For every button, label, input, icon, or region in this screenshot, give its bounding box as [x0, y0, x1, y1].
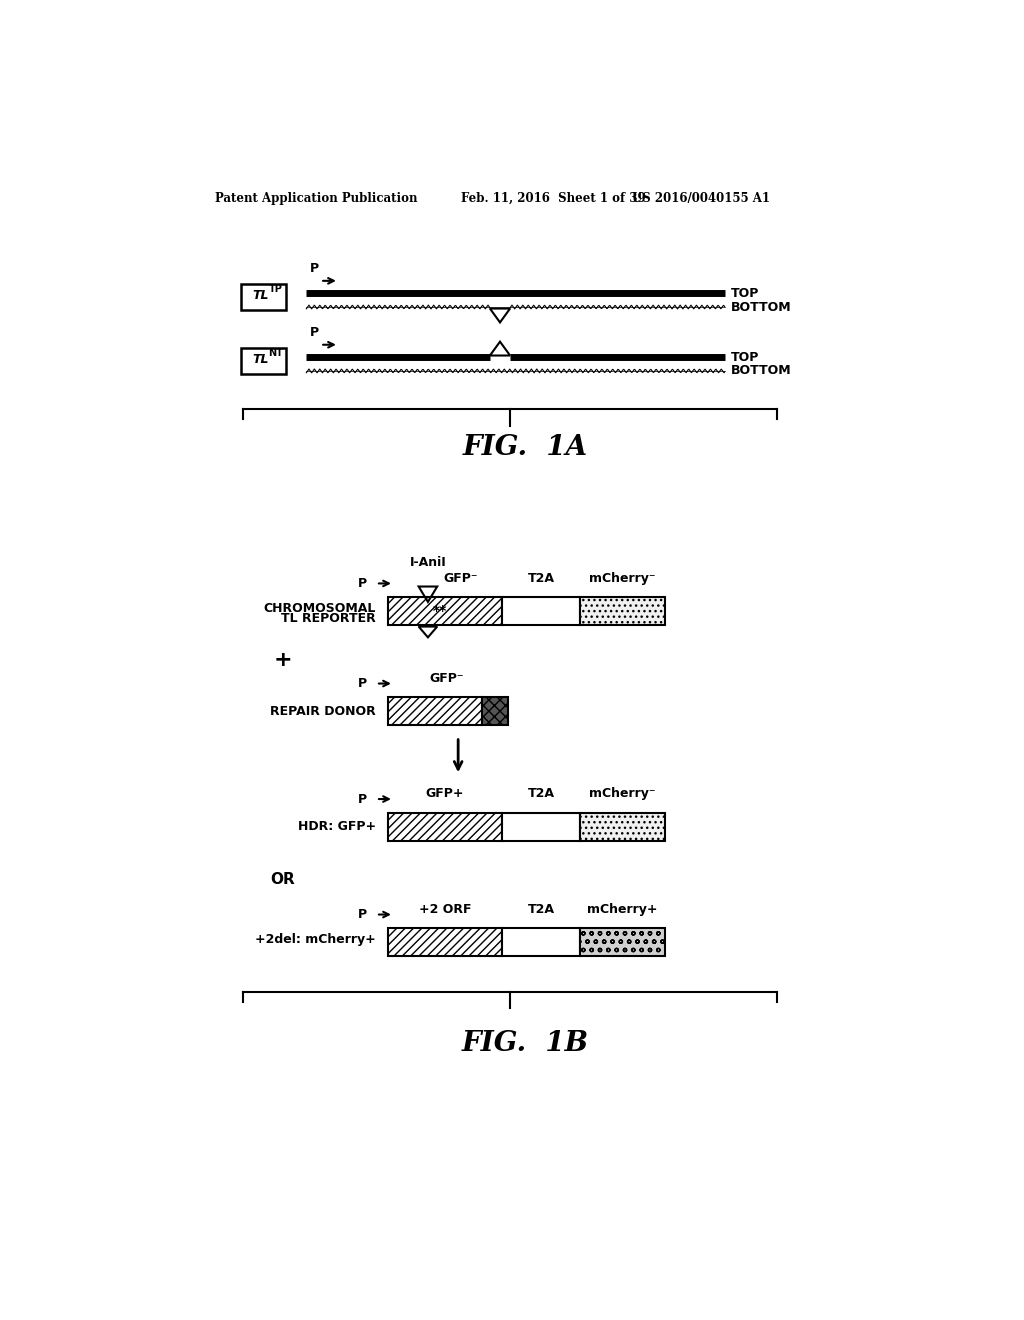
Bar: [388, 928, 503, 956]
Bar: [241, 284, 286, 310]
Text: TOP: TOP: [731, 351, 760, 363]
Text: TL: TL: [252, 352, 268, 366]
Bar: [503, 928, 580, 956]
Text: GFP⁻: GFP⁻: [429, 672, 464, 685]
Text: **: **: [433, 605, 447, 618]
Text: P: P: [309, 326, 318, 339]
Bar: [388, 597, 503, 626]
Text: GFP⁻: GFP⁻: [443, 572, 478, 585]
Text: TL: TL: [252, 289, 268, 302]
Text: mCherry⁻: mCherry⁻: [589, 787, 655, 800]
Text: T2A: T2A: [527, 787, 555, 800]
Text: BOTTOM: BOTTOM: [731, 301, 792, 314]
Text: P: P: [357, 792, 367, 805]
Text: FIG.  1A: FIG. 1A: [462, 434, 588, 461]
Text: NT: NT: [268, 348, 284, 358]
Text: +2 ORF: +2 ORF: [419, 903, 471, 916]
Bar: [503, 597, 580, 626]
Text: HDR: GFP+: HDR: GFP+: [298, 820, 376, 833]
Bar: [580, 928, 665, 956]
Text: I-AniI: I-AniI: [410, 556, 446, 569]
Bar: [388, 697, 482, 725]
Text: FIG.  1B: FIG. 1B: [461, 1031, 589, 1057]
Text: TOP: TOP: [731, 286, 760, 300]
Text: Patent Application Publication: Patent Application Publication: [215, 191, 418, 205]
Text: +2del: mCherry+: +2del: mCherry+: [255, 933, 376, 945]
Text: P: P: [357, 908, 367, 921]
Bar: [503, 813, 580, 841]
Text: CHROMOSOMAL: CHROMOSOMAL: [263, 602, 376, 615]
Text: +: +: [273, 649, 292, 669]
Text: mCherry+: mCherry+: [587, 903, 657, 916]
Text: P: P: [357, 577, 367, 590]
Text: TL REPORTER: TL REPORTER: [282, 612, 376, 626]
Bar: [241, 348, 286, 374]
Bar: [580, 597, 665, 626]
Bar: [388, 813, 503, 841]
Text: REPAIR DONOR: REPAIR DONOR: [270, 705, 376, 718]
Text: OR: OR: [270, 871, 295, 887]
Text: P: P: [309, 261, 318, 275]
Text: Feb. 11, 2016  Sheet 1 of 39: Feb. 11, 2016 Sheet 1 of 39: [461, 191, 646, 205]
Text: P: P: [357, 677, 367, 690]
Text: BOTTOM: BOTTOM: [731, 364, 792, 378]
Text: TP: TP: [269, 284, 283, 294]
Bar: [482, 697, 508, 725]
Text: T2A: T2A: [527, 903, 555, 916]
Text: T2A: T2A: [527, 572, 555, 585]
Text: GFP+: GFP+: [426, 787, 464, 800]
Text: mCherry⁻: mCherry⁻: [589, 572, 655, 585]
Bar: [580, 813, 665, 841]
Text: US 2016/0040155 A1: US 2016/0040155 A1: [632, 191, 770, 205]
